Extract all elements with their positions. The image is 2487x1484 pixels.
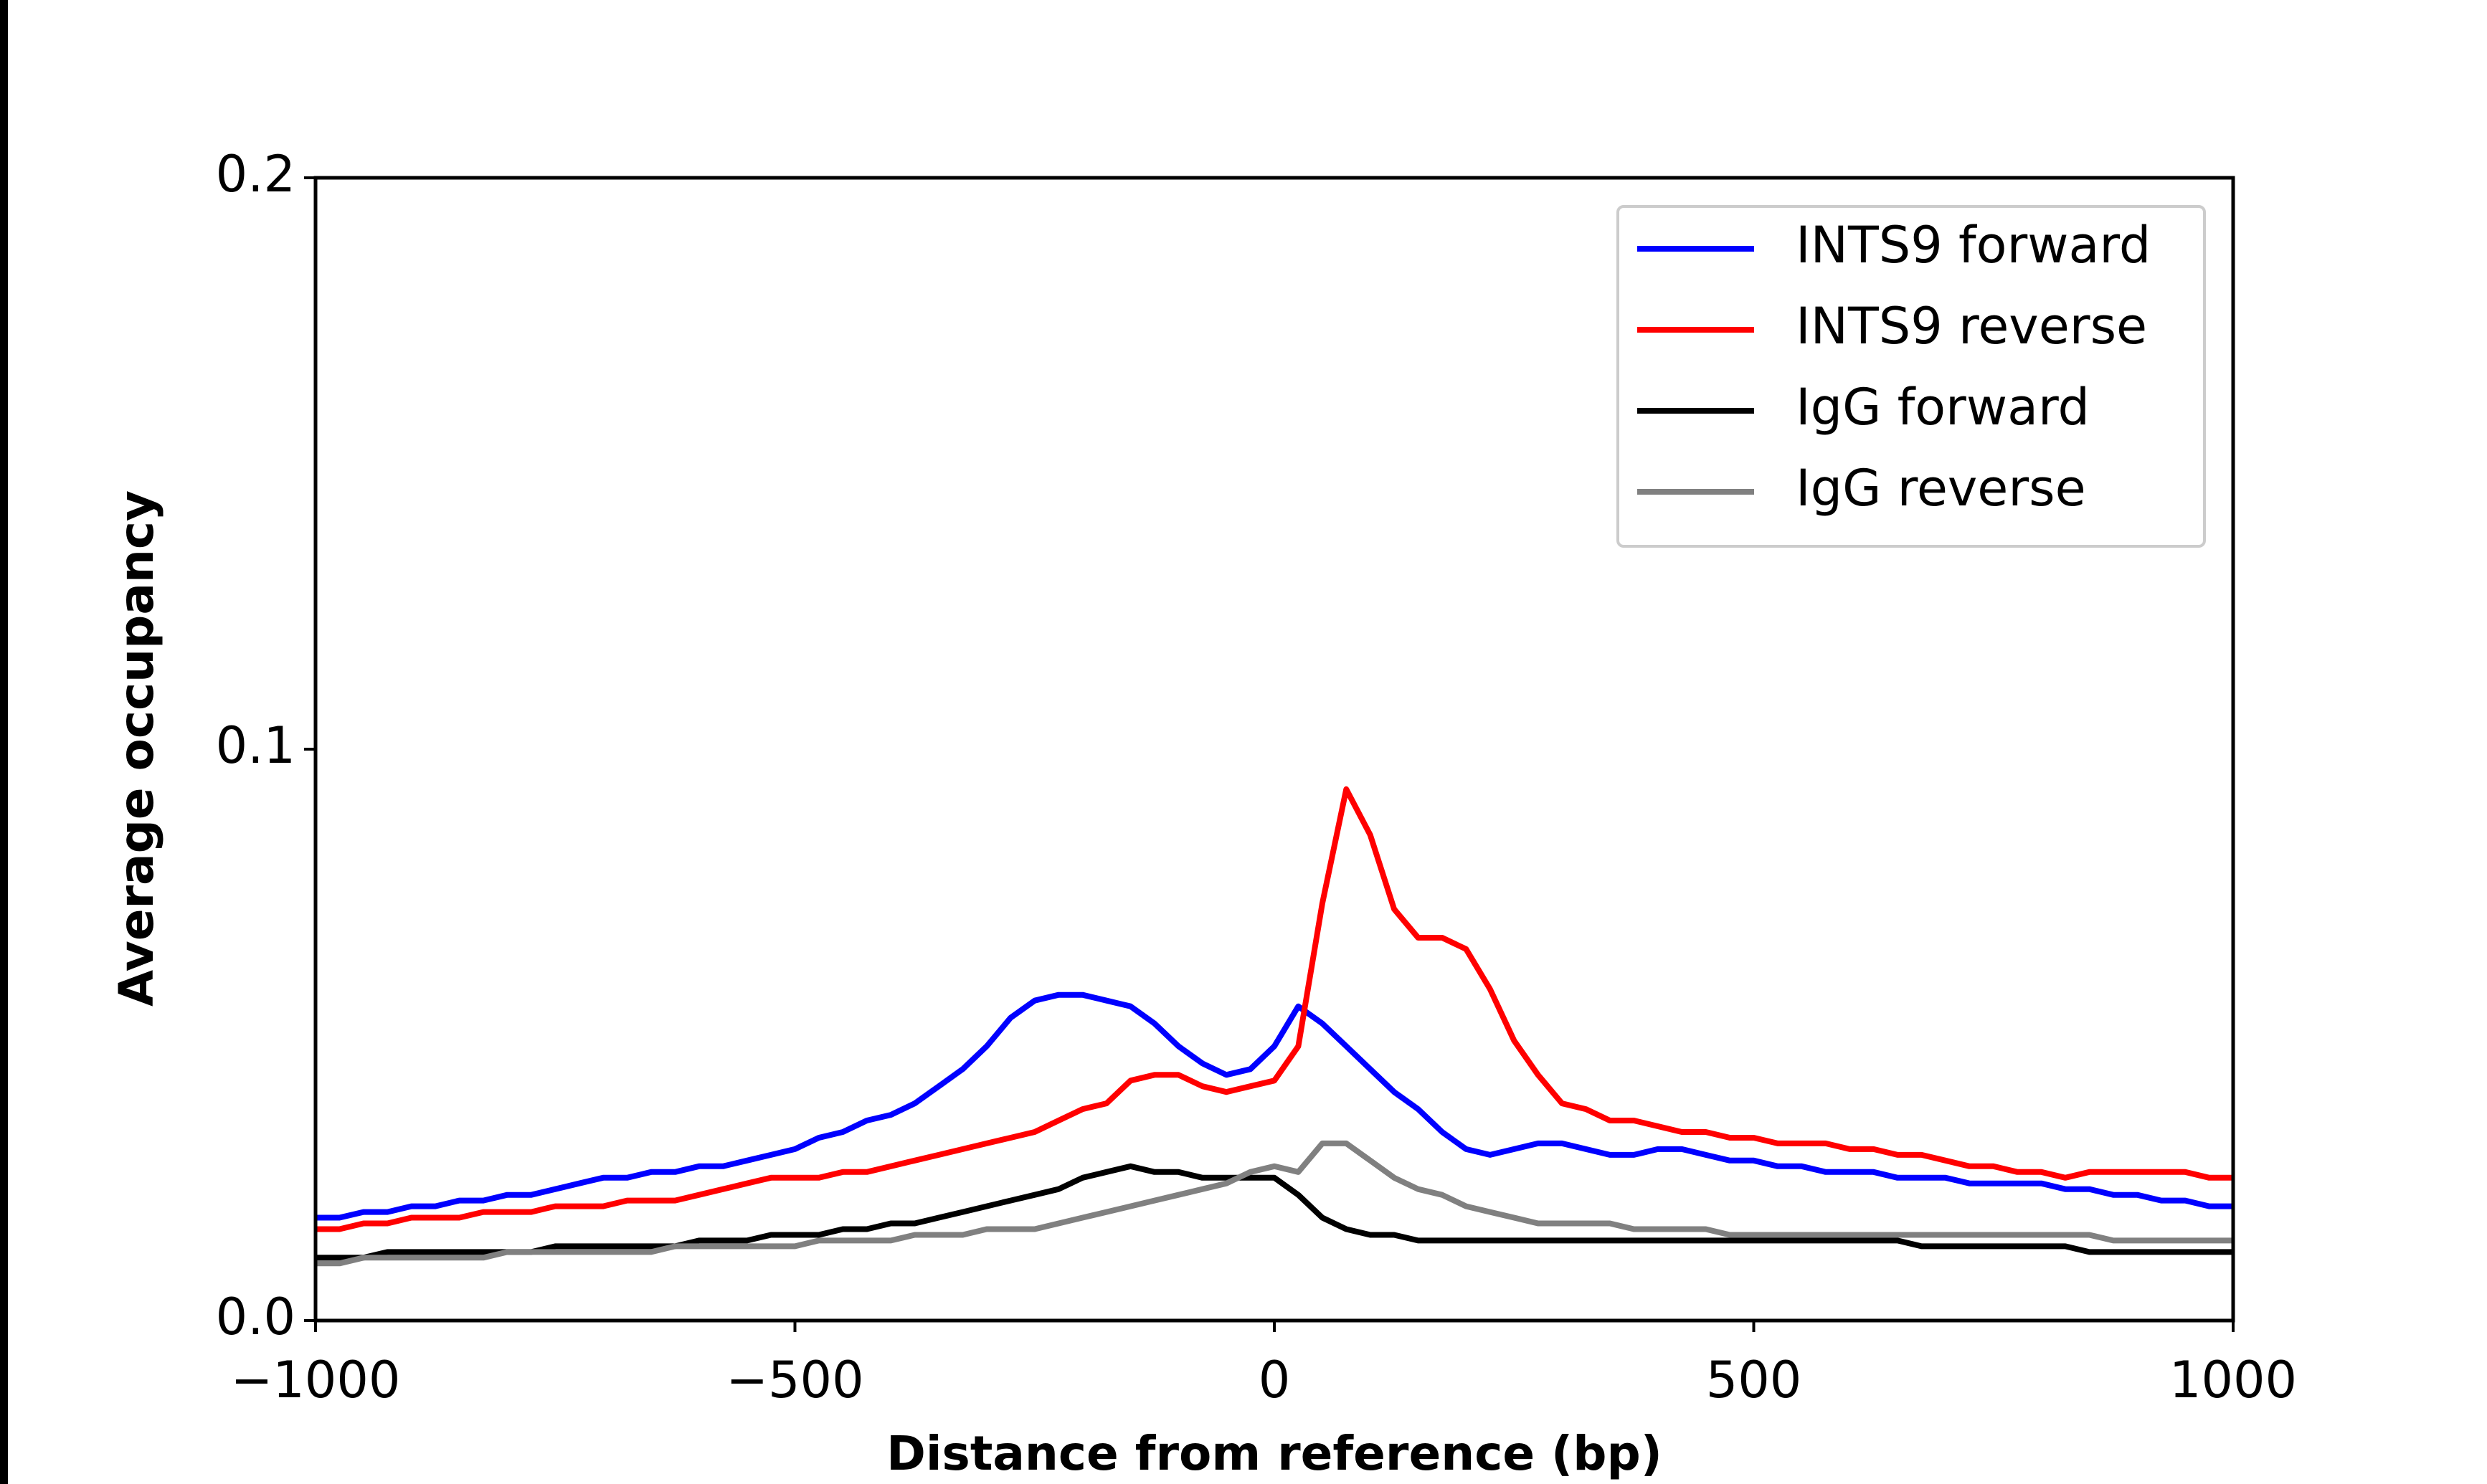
- x-tick-label: 1000: [2169, 1351, 2297, 1409]
- series-line: [316, 991, 2233, 1221]
- x-tick-label: −1000: [231, 1351, 401, 1409]
- series-line: [316, 786, 2233, 1232]
- x-tick-label: −500: [726, 1351, 863, 1409]
- x-tick-label: 500: [1706, 1351, 1802, 1409]
- left-border: [0, 0, 8, 1484]
- legend-box: [1616, 205, 2206, 548]
- y-tick-label: 0.2: [216, 145, 295, 204]
- series-line: [316, 1163, 2233, 1261]
- legend-label: INTS9 reverse: [1796, 297, 2147, 356]
- y-tick-label: 0.0: [216, 1288, 295, 1346]
- y-axis-label: Average occupancy: [109, 490, 164, 1007]
- legend-label: IgG reverse: [1796, 459, 2086, 518]
- legend-label: IgG forward: [1796, 378, 2090, 437]
- x-axis-label: Distance from reference (bp): [886, 1426, 1662, 1481]
- plot-frame: [313, 176, 2235, 1323]
- x-tick-label: 0: [1259, 1351, 1291, 1409]
- y-tick-label: 0.1: [216, 716, 295, 775]
- series-line: [316, 1140, 2233, 1267]
- legend-label: INTS9 forward: [1796, 216, 2151, 275]
